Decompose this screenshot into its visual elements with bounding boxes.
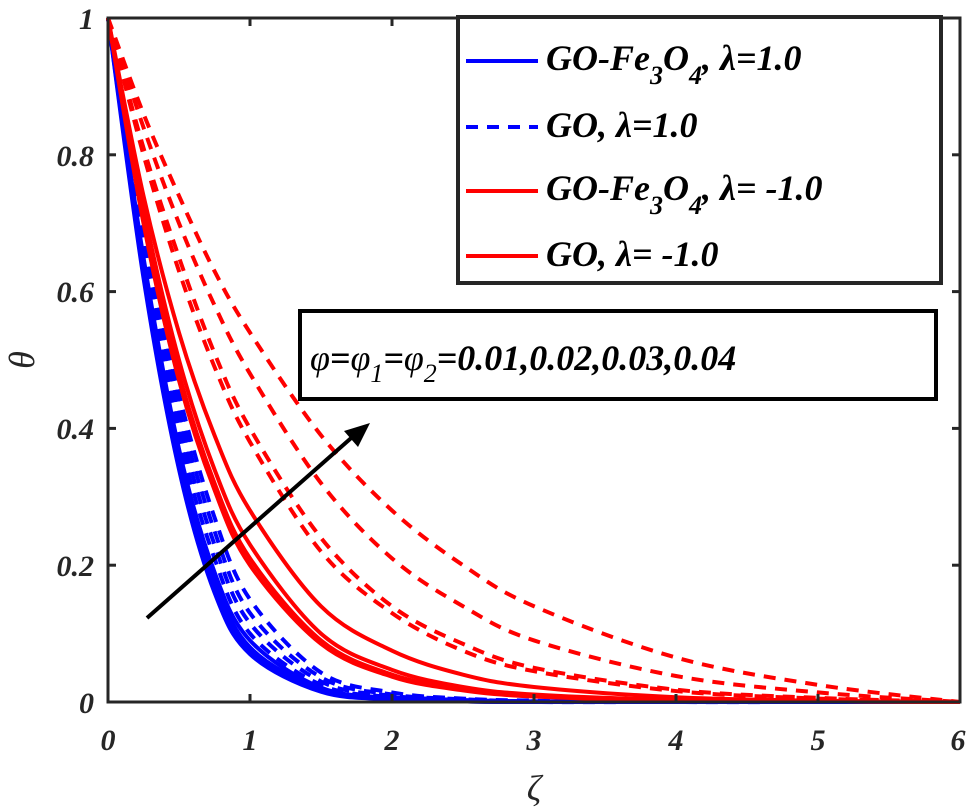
curve-dashed-0.04 [106,17,961,704]
curve-dashed-0.03 [106,17,961,704]
x-tick-3: 3 [526,724,542,757]
y-tick-0.6: 0.6 [57,276,95,309]
arrow-head-icon [344,423,370,447]
curve-solid-0.04 [106,17,961,704]
y-tick-1: 1 [79,3,94,36]
phi-annotation: φ=φ1=φ2=0.01,0.02,0.03,0.04 [298,309,938,401]
legend: GO-Fe3O4, λ=1.0 GO, λ=1.0 GO-Fe3O4, λ= -… [456,15,943,285]
legend-label-0: GO-Fe3O4, λ=1.0 [546,38,801,90]
x-tick-5: 5 [811,724,826,757]
y-axis-label: θ [2,351,42,369]
legend-label-3: GO, λ= -1.0 [546,234,718,274]
x-tick-1: 1 [243,724,258,757]
x-tick-2: 2 [384,724,400,757]
legend-label-2: GO-Fe3O4, λ= -1.0 [546,168,822,220]
y-tick-labels: 0 0.2 0.4 0.6 0.8 1 [57,3,95,720]
increasing-phi-arrow [145,423,370,620]
y-tick-0.4: 0.4 [57,413,95,446]
y-tick-0: 0 [79,687,94,720]
x-axis-label: ζ [527,768,544,808]
arrow-shaft [145,430,360,620]
annotation-text: φ=φ1=φ2=0.01,0.02,0.03,0.04 [310,338,736,388]
x-tick-6: 6 [951,724,966,757]
legend-box [456,15,943,285]
curve-dashed-0.01 [106,17,961,704]
y-tick-0.8: 0.8 [57,140,95,173]
y-tick-0.2: 0.2 [57,550,95,583]
legend-label-1: GO, λ=1.0 [546,105,698,145]
x-tick-0: 0 [101,724,116,757]
x-tick-labels: 0 1 2 3 4 5 6 [101,724,966,757]
x-tick-4: 4 [668,724,684,757]
annotation-box [298,309,938,401]
